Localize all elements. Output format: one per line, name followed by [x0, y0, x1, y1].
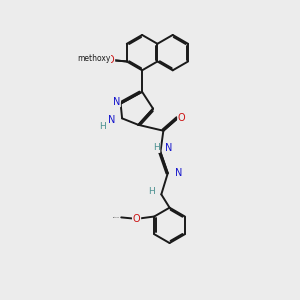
Text: O: O [133, 214, 140, 224]
Text: N: N [108, 116, 115, 125]
Text: H: H [99, 122, 106, 131]
Text: methoxy: methoxy [77, 54, 110, 63]
Text: H: H [148, 187, 155, 196]
Text: O: O [107, 55, 114, 65]
Text: N: N [175, 168, 182, 178]
Text: O: O [178, 113, 185, 123]
Text: methoxy2: methoxy2 [112, 217, 119, 218]
Text: N: N [165, 143, 172, 153]
Text: H: H [153, 143, 160, 152]
Text: N: N [113, 97, 120, 106]
Text: methoxy: methoxy [86, 58, 93, 59]
Text: methoxy: methoxy [92, 59, 98, 60]
